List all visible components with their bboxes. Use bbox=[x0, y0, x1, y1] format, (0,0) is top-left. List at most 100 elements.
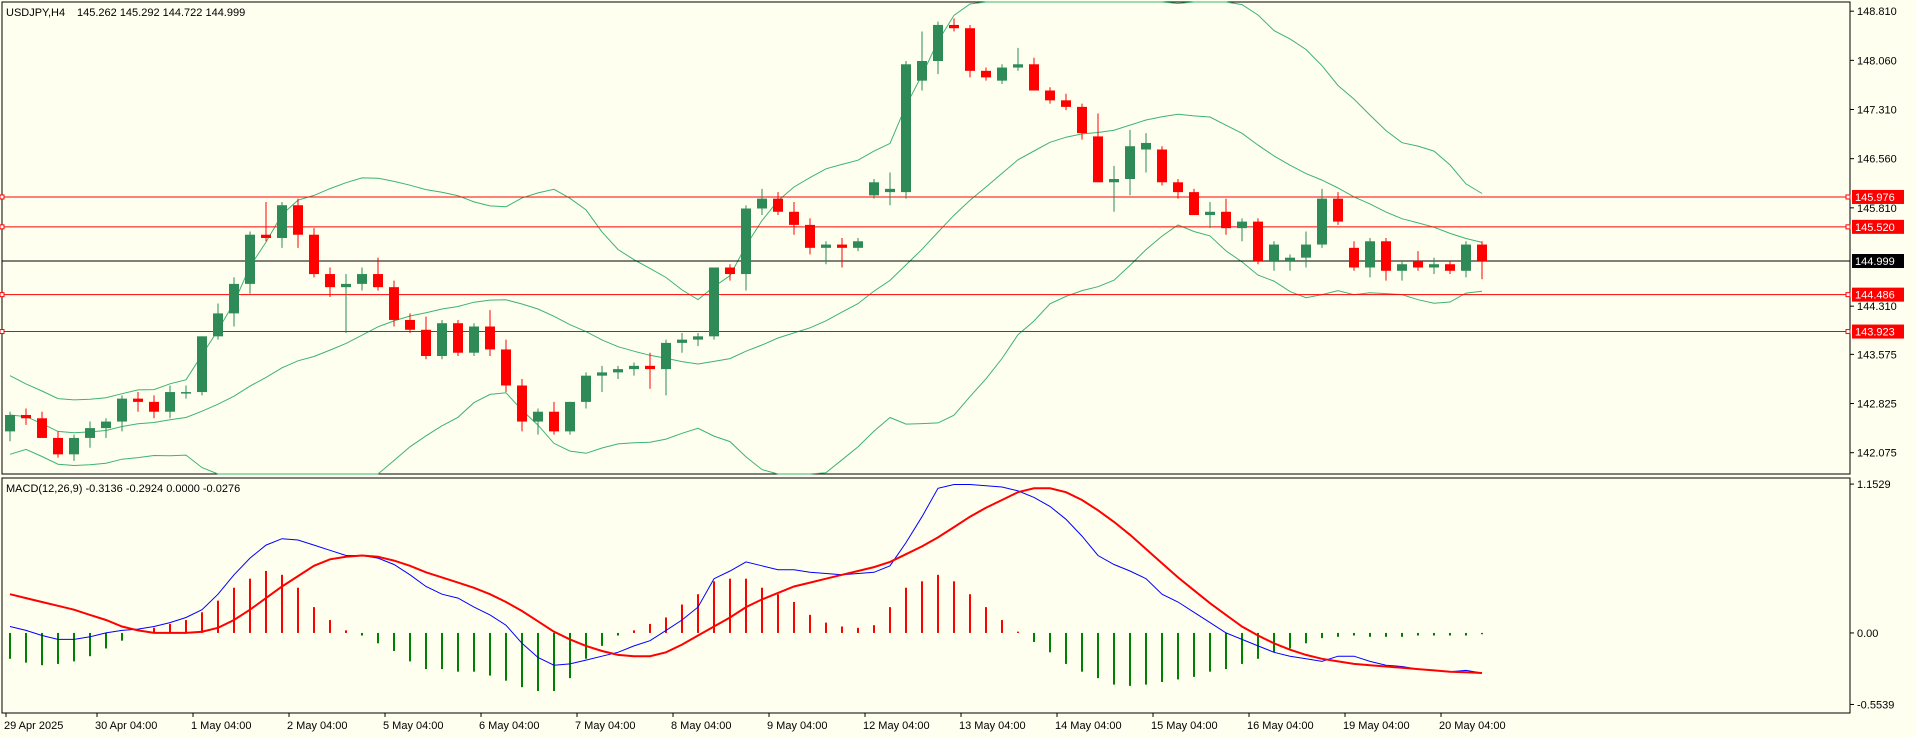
candle-body[interactable] bbox=[613, 369, 623, 373]
candle-body[interactable] bbox=[901, 64, 911, 193]
candle-body[interactable] bbox=[1349, 247, 1359, 268]
candle-body[interactable] bbox=[5, 415, 15, 432]
level-handle-right-1[interactable] bbox=[1845, 224, 1851, 230]
candle-body[interactable] bbox=[965, 28, 975, 71]
level-handle-left-0[interactable] bbox=[0, 194, 5, 200]
candle-body[interactable] bbox=[725, 267, 735, 275]
candle-body[interactable] bbox=[917, 61, 927, 81]
candle-body[interactable] bbox=[21, 415, 31, 419]
candle-body[interactable] bbox=[1269, 244, 1279, 261]
candle-body[interactable] bbox=[1061, 100, 1071, 107]
candle-body[interactable] bbox=[53, 437, 63, 455]
candle-body[interactable] bbox=[357, 274, 367, 284]
candle-body[interactable] bbox=[1157, 149, 1167, 183]
level-handle-left-3[interactable] bbox=[0, 329, 5, 335]
candle-body[interactable] bbox=[469, 326, 479, 353]
candle-body[interactable] bbox=[1221, 211, 1231, 229]
candle-body[interactable] bbox=[101, 421, 111, 429]
candle-body[interactable] bbox=[373, 274, 383, 288]
candle-body[interactable] bbox=[1189, 192, 1199, 216]
candle-body[interactable] bbox=[1253, 221, 1263, 261]
candle-body[interactable] bbox=[229, 283, 239, 314]
candle-body[interactable] bbox=[1141, 142, 1151, 150]
candle-body[interactable] bbox=[197, 336, 207, 393]
candle-body[interactable] bbox=[453, 323, 463, 353]
candle-body[interactable] bbox=[1381, 241, 1391, 271]
candle-body[interactable] bbox=[869, 182, 879, 196]
candle-body[interactable] bbox=[997, 67, 1007, 81]
candle-body[interactable] bbox=[261, 234, 271, 238]
candle-body[interactable] bbox=[277, 205, 287, 238]
candle-body[interactable] bbox=[565, 401, 575, 432]
level-handle-right-2[interactable] bbox=[1845, 292, 1851, 298]
candle-body[interactable] bbox=[949, 24, 959, 29]
candle-body[interactable] bbox=[325, 274, 335, 288]
candle-body[interactable] bbox=[629, 365, 639, 370]
candle-body[interactable] bbox=[437, 323, 447, 356]
candle-body[interactable] bbox=[661, 342, 671, 370]
candle-body[interactable] bbox=[1429, 264, 1439, 268]
candle-body[interactable] bbox=[485, 326, 495, 350]
candle-body[interactable] bbox=[709, 267, 719, 337]
candle-body[interactable] bbox=[1333, 198, 1343, 222]
candle-body[interactable] bbox=[341, 283, 351, 288]
candle-body[interactable] bbox=[117, 398, 127, 422]
candle-body[interactable] bbox=[1285, 257, 1295, 261]
horizontal-levels[interactable] bbox=[0, 194, 1851, 335]
candle-body[interactable] bbox=[1125, 146, 1135, 179]
candle-body[interactable] bbox=[885, 188, 895, 193]
candle-body[interactable] bbox=[1077, 106, 1087, 134]
candle-body[interactable] bbox=[597, 372, 607, 376]
candle-body[interactable] bbox=[293, 205, 303, 235]
candle-body[interactable] bbox=[37, 418, 47, 438]
candle-body[interactable] bbox=[645, 365, 655, 370]
candle-body[interactable] bbox=[741, 208, 751, 275]
candle-body[interactable] bbox=[1045, 90, 1055, 101]
candle-body[interactable] bbox=[693, 336, 703, 340]
candle-body[interactable] bbox=[853, 241, 863, 248]
candle-body[interactable] bbox=[1237, 221, 1247, 229]
candle-body[interactable] bbox=[1029, 64, 1039, 91]
candle-body[interactable] bbox=[213, 313, 223, 337]
candle-body[interactable] bbox=[789, 211, 799, 225]
candle-body[interactable] bbox=[757, 198, 767, 209]
candle-body[interactable] bbox=[1109, 179, 1119, 183]
candle-body[interactable] bbox=[549, 411, 559, 432]
candle-body[interactable] bbox=[421, 329, 431, 356]
candle-body[interactable] bbox=[677, 339, 687, 343]
candle-body[interactable] bbox=[181, 392, 191, 394]
candles[interactable] bbox=[5, 18, 1487, 461]
candle-body[interactable] bbox=[533, 411, 543, 422]
level-handle-right-0[interactable] bbox=[1845, 194, 1851, 200]
candle-body[interactable] bbox=[1461, 244, 1471, 271]
candle-body[interactable] bbox=[501, 349, 511, 386]
candle-body[interactable] bbox=[1477, 244, 1487, 261]
candle-body[interactable] bbox=[1413, 260, 1423, 268]
level-handle-left-1[interactable] bbox=[0, 224, 5, 230]
candle-body[interactable] bbox=[517, 385, 527, 422]
candle-body[interactable] bbox=[245, 234, 255, 284]
candle-body[interactable] bbox=[69, 437, 79, 455]
level-handle-right-3[interactable] bbox=[1845, 329, 1851, 335]
candle-body[interactable] bbox=[1445, 264, 1455, 271]
candle-body[interactable] bbox=[165, 392, 175, 412]
candle-body[interactable] bbox=[85, 428, 95, 438]
candle-body[interactable] bbox=[773, 198, 783, 212]
candle-body[interactable] bbox=[1301, 244, 1311, 258]
candle-body[interactable] bbox=[1205, 211, 1215, 216]
candle-body[interactable] bbox=[149, 401, 159, 412]
candle-body[interactable] bbox=[1173, 182, 1183, 193]
candle-body[interactable] bbox=[821, 244, 831, 248]
candle-body[interactable] bbox=[1013, 64, 1023, 68]
candle-body[interactable] bbox=[581, 375, 591, 402]
candle-body[interactable] bbox=[805, 224, 815, 248]
candle-body[interactable] bbox=[1317, 198, 1327, 245]
candle-body[interactable] bbox=[981, 70, 991, 78]
candle-body[interactable] bbox=[837, 244, 847, 248]
candle-body[interactable] bbox=[133, 398, 143, 402]
candle-body[interactable] bbox=[1365, 241, 1375, 268]
candle-body[interactable] bbox=[1397, 264, 1407, 271]
candle-body[interactable] bbox=[309, 234, 319, 275]
